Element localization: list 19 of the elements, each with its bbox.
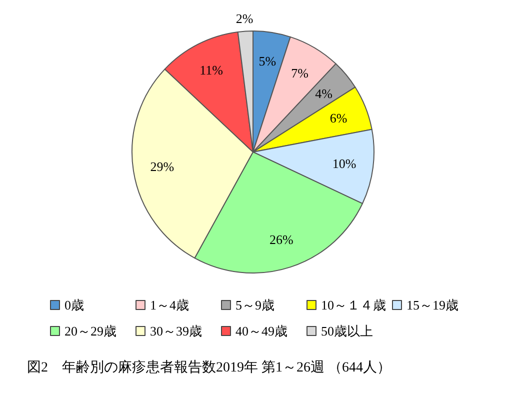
legend-label: 40～49歳 [236, 324, 288, 338]
legend-label: 10～１４歳 [321, 298, 386, 312]
legend-label: 0歳 [64, 298, 84, 312]
legend-label: 1～4歳 [150, 298, 189, 312]
data-label: 7% [291, 65, 309, 80]
data-label: 26% [269, 232, 294, 247]
data-label: 29% [150, 158, 174, 174]
data-label: 10% [332, 156, 356, 172]
data-label: 5% [258, 54, 276, 69]
text: 図2 年齢別の麻疹患者報告数2019年 第1～26週 （644人） [27, 360, 391, 376]
data-label: 6% [330, 110, 348, 126]
data-label: 11% [200, 62, 224, 78]
legend-label: 15～19歳 [406, 298, 458, 312]
legend-label: 30～39歳 [150, 324, 202, 338]
data-label: 4% [315, 86, 333, 101]
legend-label: 5～9歳 [236, 298, 274, 312]
data-label: 2% [236, 10, 254, 26]
legend-label: 20～29歳 [64, 324, 116, 338]
legend-label: 50歳以上 [321, 324, 373, 338]
